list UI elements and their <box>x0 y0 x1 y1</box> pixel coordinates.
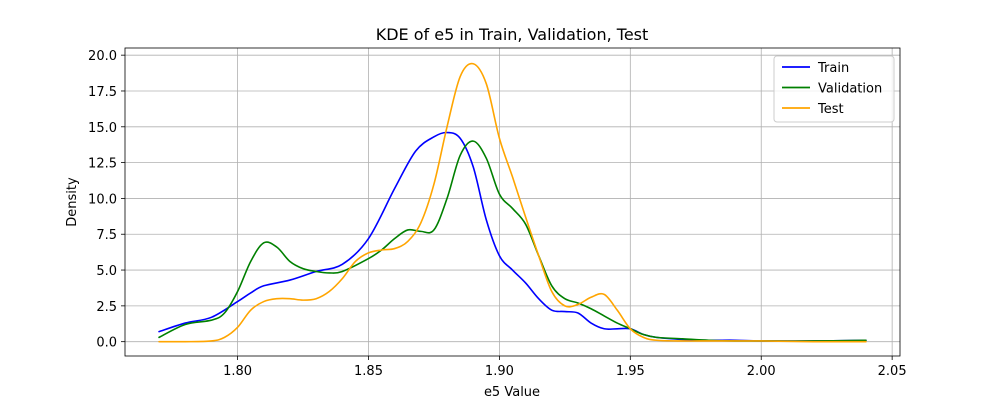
x-tick-label: 1.85 <box>354 364 383 379</box>
y-tick-label: 0.0 <box>96 336 117 351</box>
plot-frame <box>124 47 901 357</box>
legend: Train Validation Test <box>773 55 895 123</box>
y-axis-label: Density <box>65 177 80 227</box>
x-tick-label: 2.00 <box>747 364 776 379</box>
legend-label-train: Train <box>817 61 849 76</box>
y-tick-label: 15.0 <box>88 121 117 136</box>
ticks-layer: 1.80 1.85 1.90 1.95 2.00 2.05 0.0 2.5 5.0 7.5 10.0… <box>88 49 907 379</box>
y-tick-label: 10.0 <box>88 192 117 207</box>
y-tick-label: 17.5 <box>88 85 117 100</box>
series-line-train <box>158 131 867 342</box>
y-tick-label: 5.0 <box>96 264 117 279</box>
x-tick-label: 1.90 <box>485 364 514 379</box>
legend-label-test: Test <box>817 102 844 117</box>
x-axis-label: e5 Value <box>484 385 540 400</box>
y-tick-label: 12.5 <box>88 157 117 172</box>
chart-title: KDE of e5 in Train, Validation, Test <box>376 25 649 44</box>
x-tick-label: 2.05 <box>878 364 907 379</box>
y-tick-label: 2.5 <box>96 300 117 315</box>
legend-label-validation: Validation <box>818 82 882 97</box>
series-line-test <box>158 62 867 343</box>
series-line-validation <box>158 140 867 342</box>
y-tick-label: 7.5 <box>96 228 117 243</box>
series-layer <box>158 62 867 343</box>
legend-box <box>773 55 895 123</box>
x-tick-label: 1.95 <box>616 364 645 379</box>
x-tick-label: 1.80 <box>223 364 252 379</box>
y-tick-label: 20.0 <box>88 49 117 64</box>
